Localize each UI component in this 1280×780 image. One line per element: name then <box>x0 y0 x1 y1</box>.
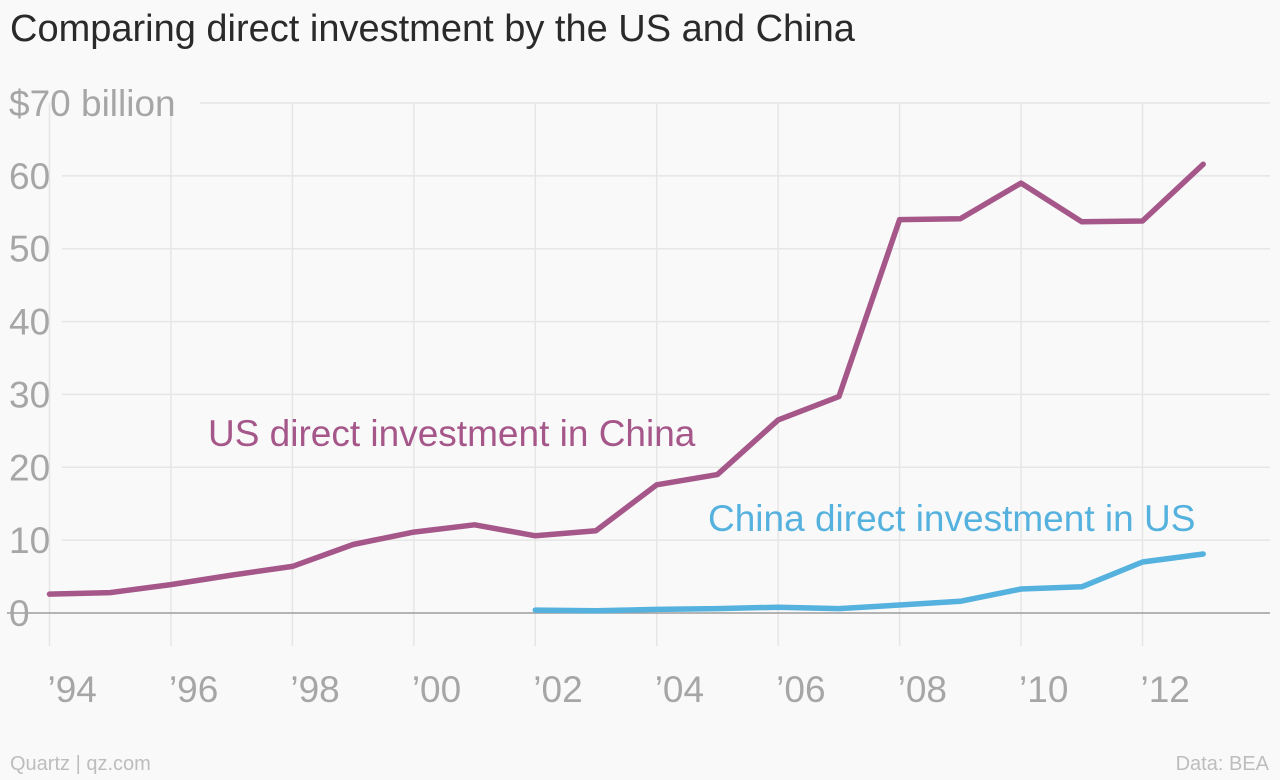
y-tick-label: 0 <box>9 593 30 634</box>
gridlines <box>48 102 1270 646</box>
y-tick-label: 30 <box>9 374 50 415</box>
axes: 0 10 20 30 40 50 60 $70 billion ’94 ’96 ’98 ’00 ’02 ’… <box>7 83 1270 710</box>
chart-title: Comparing direct investment by the US an… <box>10 8 855 50</box>
y-tick-label: 50 <box>9 229 50 270</box>
y-tick-label: 20 <box>9 447 50 488</box>
us-series-label: US direct investment in China <box>208 413 696 454</box>
series-lines <box>46 161 1206 614</box>
x-tick-label: ’98 <box>290 669 339 710</box>
footer-credit: Quartz | qz.com <box>10 753 151 775</box>
china-series-label: China direct investment in US <box>708 498 1195 539</box>
footer-source: Data: BEA <box>1175 753 1269 775</box>
series-labels: US direct investment in China China direc… <box>208 413 1195 539</box>
x-tick-label: ’08 <box>898 669 947 710</box>
china-investment-line <box>532 551 1206 614</box>
x-tick-label: ’02 <box>533 669 582 710</box>
x-tick-label: ’06 <box>776 669 825 710</box>
y-tick-label: 10 <box>9 520 50 561</box>
x-tick-label: ’00 <box>412 669 461 710</box>
x-tick-label: ’12 <box>1140 669 1189 710</box>
y-tick-label: 60 <box>9 156 50 197</box>
x-tick-label: ’04 <box>655 669 704 710</box>
x-tick-label: ’10 <box>1019 669 1068 710</box>
us-investment-line <box>46 161 1206 597</box>
y-tick-label: 40 <box>9 302 50 343</box>
x-tick-label: ’96 <box>169 669 218 710</box>
y-tick-label: $70 billion <box>9 83 176 124</box>
x-tick-label: ’94 <box>48 669 97 710</box>
